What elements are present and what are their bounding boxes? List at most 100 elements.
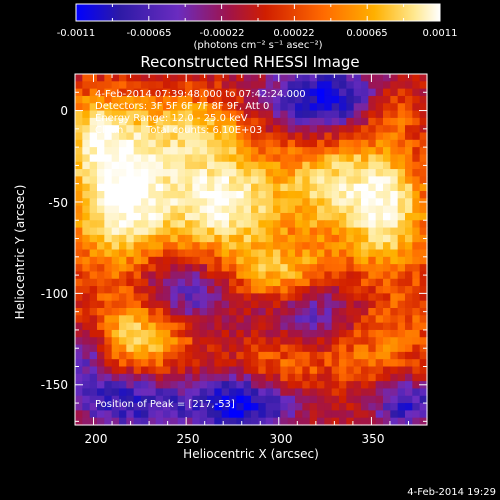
heatmap-cell [397, 220, 406, 229]
heatmap-cell [397, 359, 406, 368]
heatmap-cell [89, 329, 98, 338]
heatmap-cell [133, 308, 142, 316]
heatmap-cell [89, 212, 98, 221]
heatmap-cell [375, 132, 384, 141]
heatmap-cell [133, 315, 142, 324]
heatmap-cell [317, 169, 325, 177]
heatmap-cell [119, 205, 127, 214]
heatmap-cell [390, 351, 399, 360]
heatmap-cell [75, 359, 83, 368]
heatmap-cell [265, 205, 274, 214]
heatmap-cell [419, 388, 428, 397]
heatmap-cell [185, 322, 193, 331]
heatmap-cell [89, 161, 98, 170]
heatmap-cells [75, 74, 428, 426]
heatmap-cell [251, 125, 259, 134]
heatmap-cell [295, 198, 303, 207]
heatmap-cell [273, 125, 281, 134]
heatmap-cell [258, 220, 267, 229]
heatmap-cell [199, 117, 208, 126]
heatmap-cell [419, 395, 428, 404]
heatmap-cell [346, 256, 355, 265]
heatmap-cell [119, 264, 127, 273]
heatmap-cell [251, 176, 259, 185]
heatmap-cell [265, 308, 274, 316]
heatmap-cell [236, 81, 245, 90]
heatmap-cell [104, 417, 113, 426]
heatmap-cell [361, 95, 369, 104]
heatmap-cell [295, 373, 303, 382]
heatmap-cell [207, 271, 215, 280]
heatmap-cell [375, 117, 384, 126]
heatmap-cell [126, 139, 135, 148]
heatmap-cell [390, 381, 399, 390]
heatmap-cell [214, 176, 223, 185]
heatmap-cell [353, 315, 362, 324]
heatmap-cell [207, 381, 215, 390]
heatmap-cell [287, 139, 296, 148]
heatmap-cell [89, 337, 98, 346]
heatmap-cell [177, 322, 186, 331]
heatmap-cell [185, 220, 193, 229]
heatmap-cell [75, 395, 83, 404]
heatmap-cell [317, 103, 325, 112]
heatmap-cell [163, 308, 171, 316]
heatmap-cell [148, 278, 157, 287]
heatmap-cell [265, 315, 274, 324]
heatmap-cell [405, 337, 413, 346]
heatmap-cell [368, 242, 377, 251]
heatmap-cell [199, 125, 208, 134]
heatmap-cell [287, 359, 296, 368]
heatmap-cell [185, 403, 193, 411]
heatmap-cell [287, 315, 296, 324]
heatmap-cell [155, 373, 164, 382]
heatmap-cell [119, 249, 127, 258]
heatmap-cell [126, 220, 135, 229]
heatmap-cell [155, 139, 164, 148]
heatmap-cell [251, 381, 259, 390]
heatmap-cell [89, 198, 98, 207]
heatmap-cell [82, 220, 91, 229]
heatmap-cell [317, 183, 325, 192]
heatmap-cell [280, 169, 289, 177]
heatmap-cell [119, 351, 127, 360]
heatmap-cell [273, 103, 281, 112]
heatmap-cell [141, 256, 149, 265]
heatmap-cell [177, 329, 186, 338]
heatmap-cell [177, 161, 186, 170]
heatmap-cell [361, 161, 369, 170]
heatmap-cell [111, 410, 120, 419]
heatmap-cell [265, 212, 274, 221]
heatmap-cell [89, 359, 98, 368]
heatmap-cell [119, 88, 127, 97]
plot-frame [74, 73, 428, 426]
heatmap-cell [302, 417, 311, 426]
heatmap-cell [163, 403, 171, 411]
heatmap-cell [375, 242, 384, 251]
heatmap-cell [324, 132, 333, 141]
heatmap-cell [229, 403, 237, 411]
heatmap-cell [221, 183, 230, 192]
heatmap-cell [82, 132, 91, 141]
heatmap-cell [295, 359, 303, 368]
heatmap-cell [302, 220, 311, 229]
heatmap-cell [199, 388, 208, 397]
heatmap-cell [361, 351, 369, 360]
heatmap-cell [75, 103, 83, 112]
heatmap-cell [126, 256, 135, 265]
heatmap-cell [133, 205, 142, 214]
heatmap-cell [104, 388, 113, 397]
heatmap-cell [309, 293, 318, 302]
heatmap-cell [295, 264, 303, 273]
heatmap-cell [82, 286, 91, 294]
heatmap-cell [419, 293, 428, 302]
heatmap-cell [192, 191, 201, 199]
heatmap-cell [133, 117, 142, 126]
heatmap-cell [177, 351, 186, 360]
heatmap-cell [177, 227, 186, 236]
heatmap-cell [192, 212, 201, 221]
heatmap-cell [353, 81, 362, 90]
heatmap-cell [361, 329, 369, 338]
heatmap-cell [89, 322, 98, 331]
heatmap-cell [192, 169, 201, 177]
